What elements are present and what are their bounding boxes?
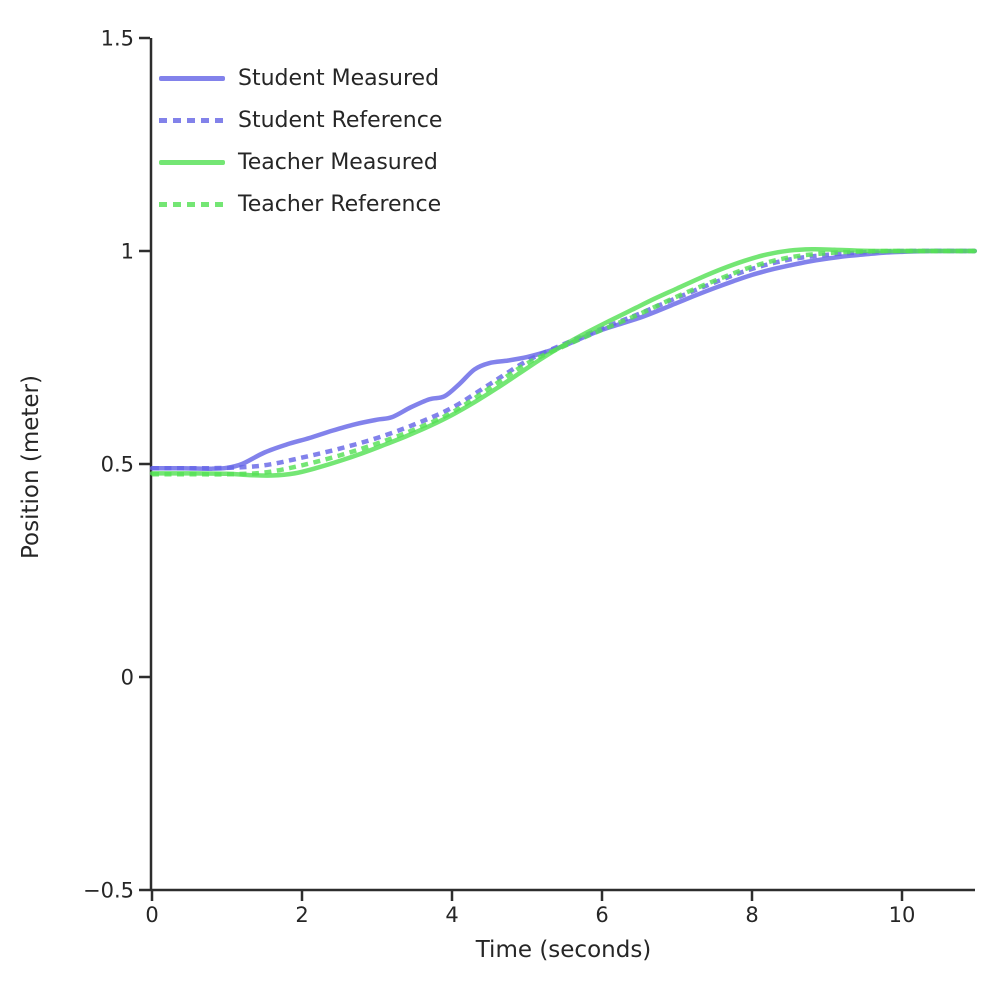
- x-tick-label: 6: [595, 903, 608, 927]
- legend-label: Teacher Measured: [238, 149, 438, 175]
- series-line-student-measured: [149, 248, 977, 471]
- x-tick-label: 4: [445, 903, 458, 927]
- series-line-teacher-reference: [151, 248, 975, 477]
- y-axis-label: Position (meter): [18, 375, 44, 559]
- y-tick-label: 0.5: [101, 453, 134, 477]
- x-tick-label: 0: [145, 903, 158, 927]
- legend-item-teacher-measured: Teacher Measured: [159, 141, 442, 183]
- legend-item-student-reference: Student Reference: [159, 99, 442, 141]
- series-line-student-reference: [151, 248, 975, 471]
- legend-line-sample: [159, 75, 225, 81]
- y-tick-label: 0: [121, 666, 134, 690]
- legend-label: Student Reference: [238, 107, 443, 133]
- legend-line-sample: [159, 117, 225, 123]
- x-tick-label: 2: [295, 903, 308, 927]
- x-tick-label: 8: [745, 903, 758, 927]
- legend-item-teacher-reference: Teacher Reference: [159, 183, 442, 225]
- legend-item-student-measured: Student Measured: [159, 57, 442, 99]
- y-tick-label: −0.5: [83, 879, 134, 903]
- x-tick-label: 10: [889, 903, 916, 927]
- legend-line-sample: [159, 201, 225, 207]
- y-tick-label: 1: [121, 240, 134, 264]
- x-axis-label: Time (seconds): [475, 937, 652, 963]
- legend-line-sample: [159, 159, 225, 165]
- legend: Student Measured Student Reference Teach…: [159, 57, 442, 225]
- y-tick-label: 1.5: [101, 27, 134, 51]
- series-line-teacher-measured: [149, 247, 977, 478]
- legend-label: Teacher Reference: [238, 191, 442, 217]
- legend-label: Student Measured: [238, 65, 440, 91]
